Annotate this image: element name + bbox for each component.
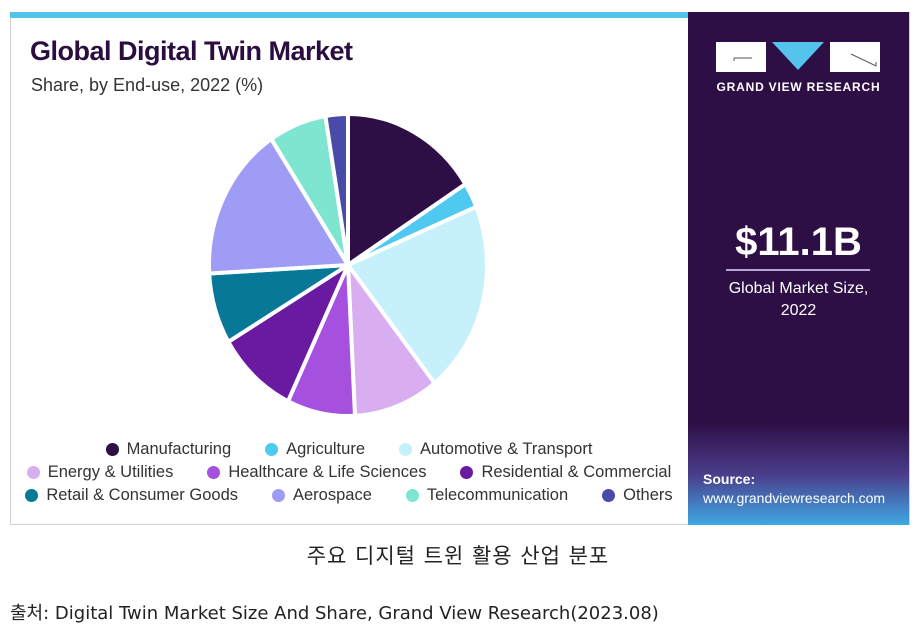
panel-source: Source: www.grandviewresearch.com xyxy=(703,470,885,508)
legend-label: Residential & Commercial xyxy=(481,463,672,481)
legend-item: Residential & Commercial xyxy=(460,463,671,482)
market-size-label-line2: 2022 xyxy=(780,302,817,319)
top-accent-bar xyxy=(10,12,688,18)
legend-label: Telecommunication xyxy=(426,486,569,504)
legend-row: Retail & Consumer Goods Aerospace Telecomm… xyxy=(10,484,688,507)
legend-item: Telecommunication xyxy=(405,486,569,505)
pie-slice-aerospace xyxy=(207,137,350,276)
legend: Manufacturing Agriculture Automotive & Tra… xyxy=(10,438,688,507)
legend-swatch xyxy=(399,443,412,456)
pie-slice-automotive-transport xyxy=(346,204,489,386)
legend-item: Automotive & Transport xyxy=(399,440,592,459)
legend-item: Aerospace xyxy=(272,486,372,505)
legend-swatch xyxy=(602,489,616,502)
legend-item: Agriculture xyxy=(265,440,365,459)
legend-label: Retail & Consumer Goods xyxy=(46,486,238,504)
pie-slice-others xyxy=(323,112,350,267)
legend-label: Automotive & Transport xyxy=(420,440,593,458)
legend-swatch xyxy=(25,489,39,502)
legend-swatch xyxy=(105,443,119,456)
market-size-label-line1: Global Market Size, xyxy=(728,280,869,297)
market-size-value: $11.1B xyxy=(735,220,862,264)
divider xyxy=(726,269,870,271)
legend-label: Aerospace xyxy=(293,486,372,504)
legend-item: Manufacturing xyxy=(105,440,232,459)
legend-swatch xyxy=(272,489,285,502)
pie-slice-manufacturing xyxy=(346,112,468,267)
market-size-label: Global Market Size, 2022 xyxy=(688,278,909,322)
legend-label: Agriculture xyxy=(286,440,365,458)
legend-label: Others xyxy=(623,486,673,504)
pie-slice-energy-utilities xyxy=(346,263,437,418)
legend-item: Retail & Consumer Goods xyxy=(25,486,238,505)
legend-swatch xyxy=(265,443,279,456)
legend-swatch xyxy=(405,489,419,502)
chart-title: Global Digital Twin Market xyxy=(30,36,353,66)
info-panel: GRAND VIEW RESEARCH $11.1B Global Market… xyxy=(688,12,909,525)
legend-item: Energy & Utilities xyxy=(26,463,174,482)
brand-name: GRAND VIEW RESEARCH xyxy=(716,80,881,94)
legend-swatch xyxy=(460,466,474,479)
legend-row: Manufacturing Agriculture Automotive & Tra… xyxy=(10,438,688,461)
figure-caption: 주요 디지털 트윈 활용 산업 분포 xyxy=(306,544,610,568)
grand-view-research-logo xyxy=(716,42,880,72)
legend-row: Energy & Utilities Healthcare & Life Scie… xyxy=(10,461,688,484)
chart-subtitle: Share, by End-use, 2022 (%) xyxy=(31,75,264,95)
legend-swatch xyxy=(207,466,221,479)
source-citation: 출처: Digital Twin Market Size And Share, … xyxy=(10,603,659,624)
legend-item: Others xyxy=(602,486,673,505)
legend-label: Energy & Utilities xyxy=(47,463,174,481)
source-label: Source: xyxy=(703,471,756,487)
source-url[interactable]: www.grandviewresearch.com xyxy=(703,490,886,506)
legend-label: Manufacturing xyxy=(126,440,232,458)
legend-label: Healthcare & Life Sciences xyxy=(228,463,427,481)
legend-swatch xyxy=(26,466,40,479)
legend-item: Healthcare & Life Sciences xyxy=(207,463,426,482)
pie-chart xyxy=(207,112,489,418)
